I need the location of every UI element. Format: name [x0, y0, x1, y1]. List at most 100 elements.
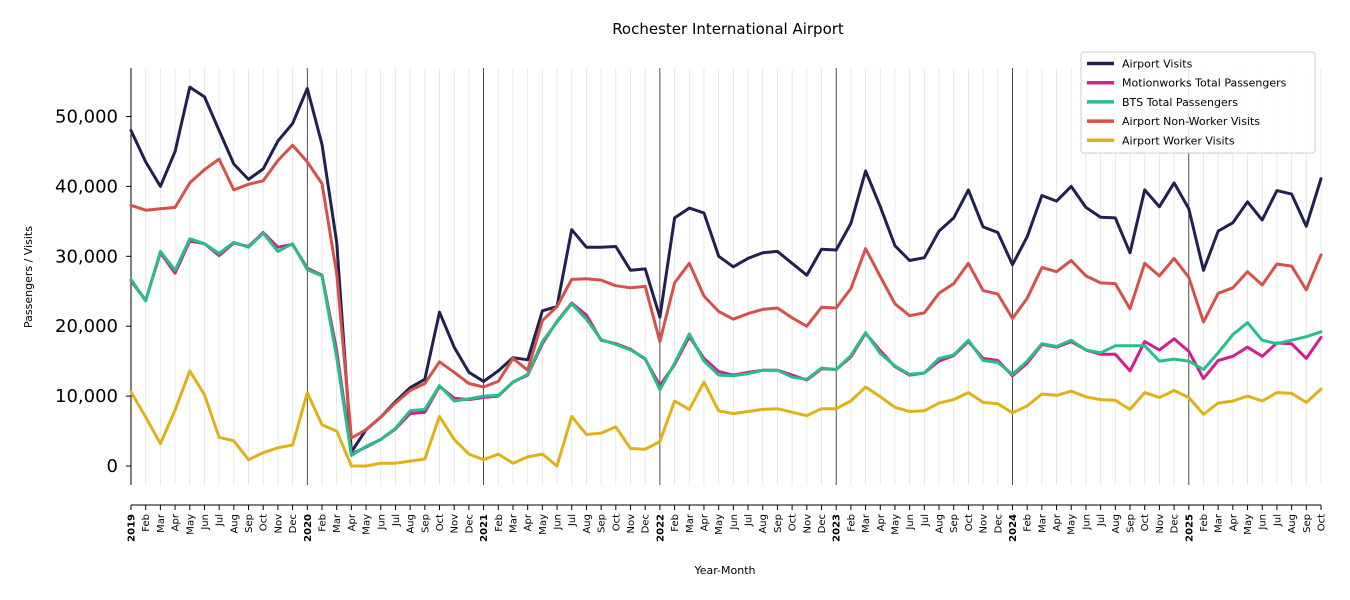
series-lines [129, 85, 1323, 468]
x-tick-label: Dec [641, 514, 652, 533]
x-tick-label: Oct [788, 514, 799, 531]
x-tick-label: Aug [406, 514, 417, 534]
x-tick-label: Jun [200, 514, 211, 531]
x-tick-label: May [890, 514, 901, 535]
x-tick-label: Jul [744, 514, 755, 527]
x-tick-label: Mar [156, 513, 167, 533]
x-tick-label: Feb [670, 514, 681, 532]
x-tick-label: Apr [1228, 513, 1239, 531]
chart-title: Rochester International Airport [612, 20, 844, 38]
x-tick-label: 2023 [832, 514, 843, 542]
x-tick-label: Apr [347, 513, 358, 531]
x-tick-label: Feb [141, 514, 152, 532]
x-tick-label: Aug [935, 514, 946, 534]
x-tick-label: 2021 [479, 514, 490, 542]
x-tick-label: Nov [1155, 514, 1166, 534]
y-tick-label: 10,000 [55, 386, 118, 407]
x-tick-label: Apr [523, 513, 534, 531]
x-tick-label: Oct [259, 514, 270, 531]
x-tick-label: Dec [288, 514, 299, 533]
x-tick-label: Aug [1111, 514, 1122, 534]
x-tick-label: 2019 [127, 514, 138, 542]
legend-box [1080, 51, 1316, 154]
x-tick-label: Sep [1302, 514, 1313, 533]
series-line [129, 369, 1323, 468]
legend: Airport Visits Motionworks Total Passenge… [1080, 51, 1316, 154]
x-tick-label: Dec [817, 514, 828, 533]
x-tick-label: 2024 [1008, 514, 1019, 542]
x-tick-label: Feb [1023, 514, 1034, 532]
x-tick-label: Mar [332, 513, 343, 533]
x-tick-label: Jun [553, 514, 564, 531]
x-tick-label: May [714, 514, 725, 535]
x-tick-label: 2020 [303, 514, 314, 542]
x-tick-label: Jun [905, 514, 916, 531]
x-tick-label: Mar [1037, 513, 1048, 533]
x-tick-label: Jul [567, 514, 578, 527]
x-tick-label: May [538, 514, 549, 535]
x-tick-label: Mar [508, 513, 519, 533]
y-axis: 0 10,000 20,000 30,000 40,000 50,000 [55, 68, 132, 485]
x-tick-label: Jul [1272, 514, 1283, 527]
x-tick-label: Sep [1126, 514, 1137, 533]
x-tick-label: 2025 [1184, 514, 1195, 542]
x-tick-label: Sep [773, 514, 784, 533]
x-tick-label: Nov [802, 514, 813, 534]
x-tick-label: Mar [685, 513, 696, 533]
x-tick-label: Jul [1096, 514, 1107, 527]
x-tick-label: May [362, 514, 373, 535]
legend-label: BTS Total Passengers [1122, 96, 1238, 109]
x-tick-label: Jul [215, 514, 226, 527]
x-tick-label: Oct [611, 514, 622, 531]
x-tick-label: Dec [464, 514, 475, 533]
x-axis: 2019 Feb Mar Apr May Jun Jul Aug Sep Oct Nov Dec 202… [127, 504, 1328, 542]
x-tick-label: Apr [699, 513, 710, 531]
x-tick-label: Feb [846, 514, 857, 532]
y-tick-label: 40,000 [55, 176, 118, 197]
legend-label: Airport Worker Visits [1122, 134, 1235, 147]
x-tick-label: Nov [450, 514, 461, 534]
x-tick-label: May [1067, 514, 1078, 535]
y-tick-label: 0 [107, 456, 118, 477]
x-tick-label: Nov [626, 514, 637, 534]
x-tick-label: Sep [244, 514, 255, 533]
x-tick-label: Mar [861, 513, 872, 533]
y-tick-label: 30,000 [55, 246, 118, 267]
x-tick-label: Dec [1170, 514, 1181, 533]
x-tick-label: Oct [1140, 514, 1151, 531]
x-tick-label: Mar [1214, 513, 1225, 533]
series-line [129, 85, 1323, 454]
y-tick-label: 20,000 [55, 316, 118, 337]
legend-label: Motionworks Total Passengers [1122, 77, 1287, 90]
x-tick-label: Jul [920, 514, 931, 527]
x-tick-label: Oct [1317, 514, 1328, 531]
x-axis-label: Year-Month [693, 564, 755, 577]
x-tick-label: Sep [597, 514, 608, 533]
series-line [129, 143, 1323, 440]
x-tick-label: Sep [949, 514, 960, 533]
x-tick-label: Jun [1081, 514, 1092, 531]
x-tick-label: Jun [1258, 514, 1269, 531]
legend-label: Airport Non-Worker Visits [1122, 115, 1260, 128]
x-tick-label: Oct [964, 514, 975, 531]
x-tick-label: Aug [1287, 514, 1298, 534]
x-tick-label: 2022 [655, 514, 666, 542]
x-tick-label: Jul [391, 514, 402, 527]
x-tick-label: Oct [435, 514, 446, 531]
legend-label: Airport Visits [1122, 58, 1193, 71]
x-tick-label: Nov [273, 514, 284, 534]
x-tick-label: Feb [317, 514, 328, 532]
x-tick-label: Feb [494, 514, 505, 532]
x-tick-label: Sep [420, 514, 431, 533]
x-tick-label: Jun [376, 514, 387, 531]
x-tick-label: Apr [171, 513, 182, 531]
y-tick-label: 50,000 [55, 107, 118, 128]
x-tick-label: Nov [979, 514, 990, 534]
x-tick-label: Aug [229, 514, 240, 534]
x-tick-label: Apr [876, 513, 887, 531]
x-tick-label: Aug [582, 514, 593, 534]
x-tick-label: Feb [1199, 514, 1210, 532]
x-tick-label: May [1243, 514, 1254, 535]
x-tick-label: Dec [993, 514, 1004, 533]
